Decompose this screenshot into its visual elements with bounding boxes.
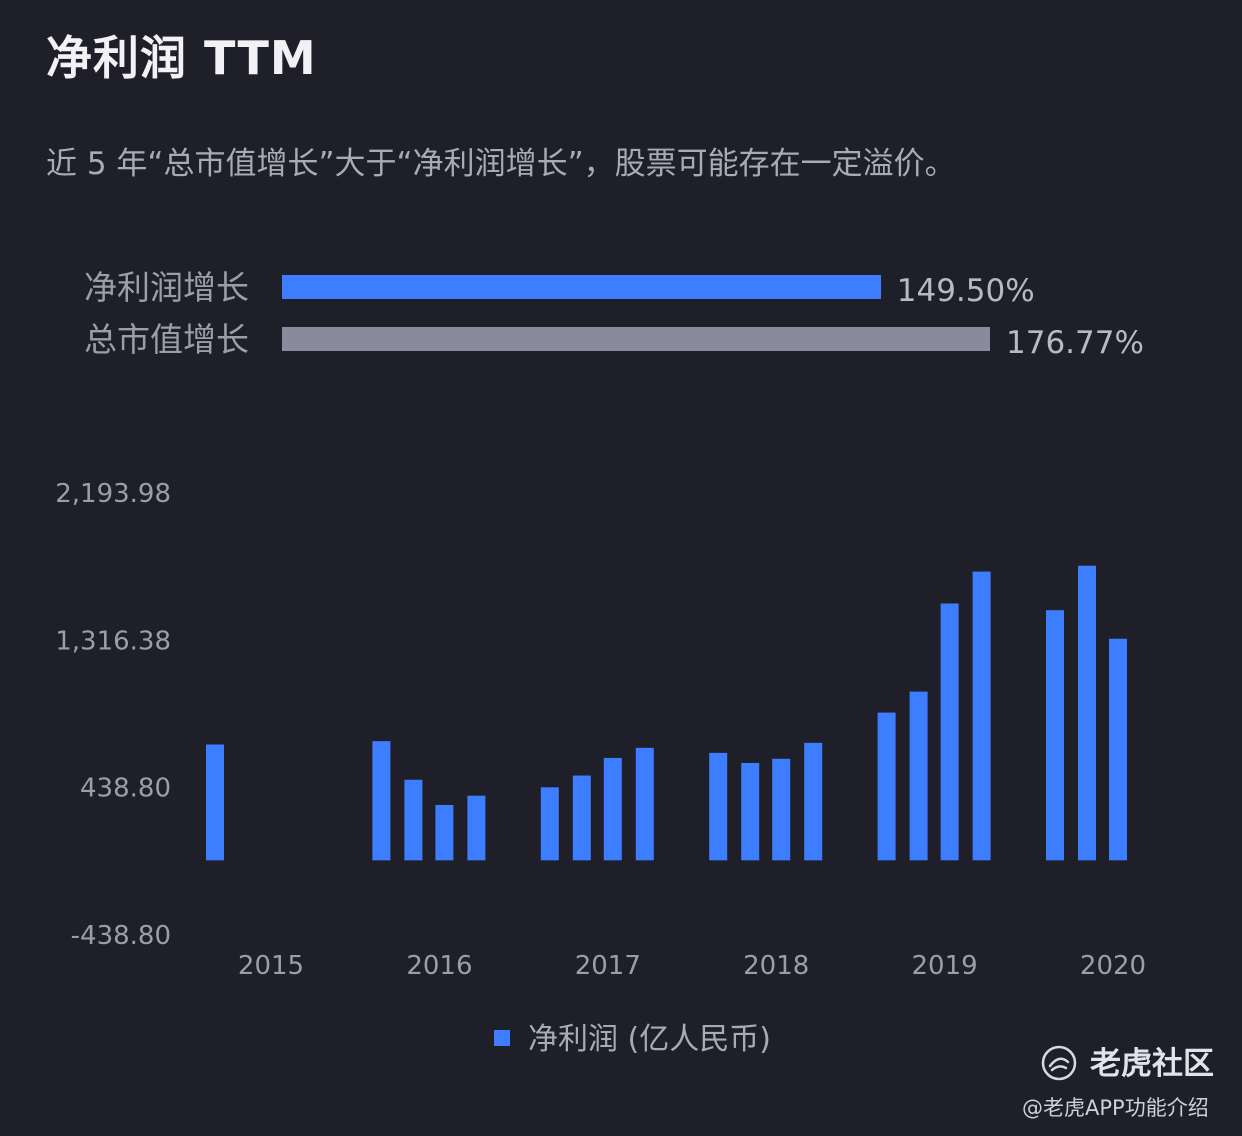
x-tick-label: 2019 [912, 951, 978, 981]
y-tick-label: 438.80 [80, 774, 171, 804]
bar-2019-q2 [909, 691, 928, 861]
comparison-value: 149.50% [896, 273, 1035, 309]
tiger-logo-icon [1041, 1045, 1077, 1081]
legend-label: 净利润 (亿人民币) [528, 1022, 771, 1057]
bar-2020-q3 [1109, 638, 1127, 861]
bar-2019-q4 [972, 571, 991, 861]
y-tick-label: 1,316.38 [55, 626, 171, 656]
brand-logo: 老虎社区 [1040, 1040, 1230, 1090]
bar-2016-q2 [404, 779, 423, 861]
comparison-row-market-cap: 总市值增长 176.77% [0, 320, 1242, 361]
bar-2018-q1 [709, 752, 728, 861]
bar-2015-q4 [206, 744, 224, 861]
comparison-row-net-profit: 净利润增长 149.50% [0, 268, 1242, 309]
bar-2018-q2 [741, 762, 760, 861]
y-tick-label: -438.80 [71, 921, 171, 951]
bar-2016-q1 [372, 741, 391, 861]
bar-2019-q3 [940, 603, 959, 861]
x-tick-label: 2015 [238, 951, 304, 981]
bar-2016-q4 [467, 795, 486, 861]
bar-2017-q3 [603, 757, 622, 861]
x-tick-label: 2018 [743, 951, 809, 981]
x-tick-label: 2020 [1080, 951, 1146, 981]
legend-swatch [494, 1030, 510, 1046]
bar-2020-q1 [1046, 610, 1064, 861]
page-title: 净利润 TTM [46, 31, 317, 85]
comparison-label: 总市值增长 [84, 320, 249, 359]
x-tick-label: 2017 [575, 951, 641, 981]
page-subtitle: 近 5 年“总市值增长”大于“净利润增长”，股票可能存在一定溢价。 [46, 146, 956, 182]
net-profit-bar-chart: 2,193.98 1,316.38 438.80 -438.80 2015 2016 201… [55, 479, 1146, 981]
comparison-bar [282, 275, 881, 299]
comparison-value: 176.77% [1006, 325, 1144, 361]
watermark: @老虎APP功能介绍 [1022, 1096, 1209, 1120]
bar-2017-q4 [635, 747, 654, 861]
x-tick-label: 2016 [406, 951, 472, 981]
bar-2020-q2 [1078, 565, 1096, 861]
y-tick-label: 2,193.98 [55, 479, 171, 509]
bar-2019-q1 [877, 712, 896, 861]
bar-2017-q2 [572, 775, 591, 861]
brand-name: 老虎社区 [1090, 1046, 1214, 1082]
comparison-bar [282, 327, 990, 351]
bar-2018-q3 [772, 758, 791, 861]
bar-2018-q4 [804, 742, 823, 861]
comparison-label: 净利润增长 [84, 268, 249, 307]
bar-2017-q1 [540, 787, 559, 861]
bar-2016-q3 [435, 804, 454, 861]
